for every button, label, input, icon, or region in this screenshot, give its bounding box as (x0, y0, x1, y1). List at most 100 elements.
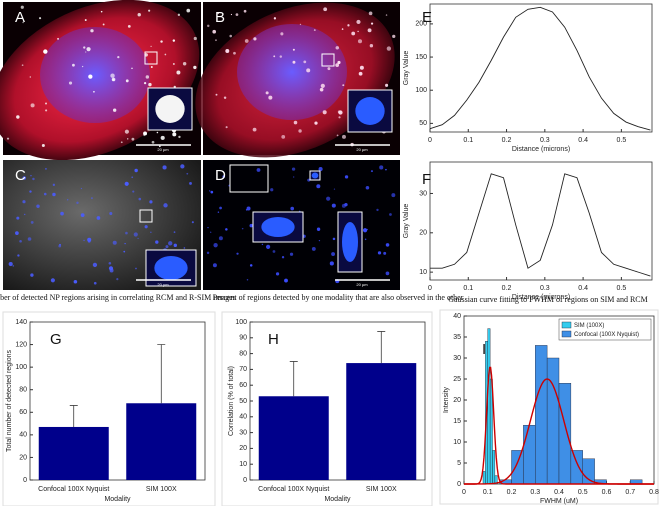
spot (124, 129, 129, 134)
y-tick-label: 50 (239, 398, 247, 405)
spot (96, 216, 101, 220)
spot (30, 221, 34, 224)
spot (50, 278, 55, 283)
spot (135, 267, 137, 270)
spot (323, 7, 328, 12)
spot (109, 211, 113, 216)
spot (45, 168, 47, 170)
spot (6, 137, 10, 140)
spot (120, 141, 123, 144)
spot (22, 176, 27, 180)
spot (172, 132, 177, 137)
spot (341, 28, 344, 30)
error-bar (289, 361, 298, 397)
spot (357, 39, 363, 44)
spot (117, 56, 120, 59)
y-tick-label: 20 (419, 230, 427, 237)
panel-label: I (482, 341, 486, 358)
x-tick-label: 0.2 (502, 285, 512, 292)
spot (76, 201, 79, 205)
spot (243, 9, 247, 13)
spot (217, 211, 220, 213)
spot (144, 225, 148, 229)
spot (385, 14, 388, 16)
spot (102, 23, 105, 26)
spot (151, 140, 155, 144)
y-tick-label: 30 (239, 429, 247, 436)
spot (215, 93, 218, 96)
spot (281, 256, 285, 259)
error-bar (157, 344, 166, 404)
spot (209, 190, 211, 192)
spot (223, 96, 227, 99)
spot (83, 46, 86, 49)
spot (356, 19, 361, 25)
spot (43, 49, 48, 54)
spot (311, 247, 316, 251)
spot (162, 165, 167, 170)
spot (320, 83, 325, 88)
spot (22, 21, 24, 24)
spot (225, 49, 230, 53)
y-axis-label: Gray Value (403, 51, 410, 86)
chart-title: Gaussian curve fitting to FWHM of region… (448, 295, 648, 304)
spot (125, 79, 129, 83)
x-tick-label: 0.5 (617, 137, 627, 144)
spot (17, 254, 20, 257)
spot (173, 243, 177, 248)
spot (57, 37, 59, 40)
spot (30, 175, 32, 177)
x-tick-label: 0.1 (463, 285, 473, 292)
spot (370, 170, 373, 173)
hist-bar (535, 345, 548, 485)
x-tick-label: 0.4 (578, 137, 588, 144)
spot (52, 183, 56, 187)
spot (225, 228, 228, 231)
inset-box (139, 209, 153, 223)
spot (322, 110, 327, 115)
y-tick-label: 60 (239, 382, 247, 389)
spot (298, 129, 302, 133)
chart-title: Percent of regions detected by one modal… (213, 293, 464, 302)
y-axis-label: Intensity (443, 386, 450, 413)
bar (346, 363, 417, 480)
scale-label: 20 µm (356, 147, 368, 152)
inset-box (144, 51, 158, 65)
spot (150, 66, 153, 69)
inset-spot (261, 217, 295, 237)
hist-bar (546, 357, 560, 485)
spot (377, 251, 382, 255)
spot (292, 60, 296, 64)
spot (177, 13, 181, 17)
line (429, 6, 651, 131)
x-tick-label: 0.5 (578, 489, 588, 496)
spot (370, 22, 374, 25)
spot (252, 127, 257, 132)
y-tick-label: 40 (19, 432, 27, 439)
spot (292, 48, 295, 51)
spot (163, 203, 168, 208)
spot (222, 175, 226, 178)
spot (379, 165, 384, 170)
spot (93, 281, 97, 285)
spot (21, 64, 24, 67)
spot (127, 138, 129, 140)
spot (20, 5, 24, 9)
spot (212, 263, 217, 268)
spot (337, 110, 341, 114)
scale-label: 20 µm (157, 147, 169, 152)
spot (367, 28, 372, 33)
spot (261, 243, 264, 246)
spot (134, 168, 138, 173)
spot (210, 190, 214, 194)
y-axis-label: Correlation (% of total) (228, 366, 235, 436)
spot (124, 181, 129, 186)
spot (331, 252, 336, 256)
spot (385, 168, 387, 171)
spot (143, 131, 147, 136)
spot (131, 176, 134, 179)
spot (172, 39, 176, 42)
spot (132, 190, 135, 193)
y-tick-label: 200 (415, 21, 427, 28)
spot (275, 272, 280, 276)
